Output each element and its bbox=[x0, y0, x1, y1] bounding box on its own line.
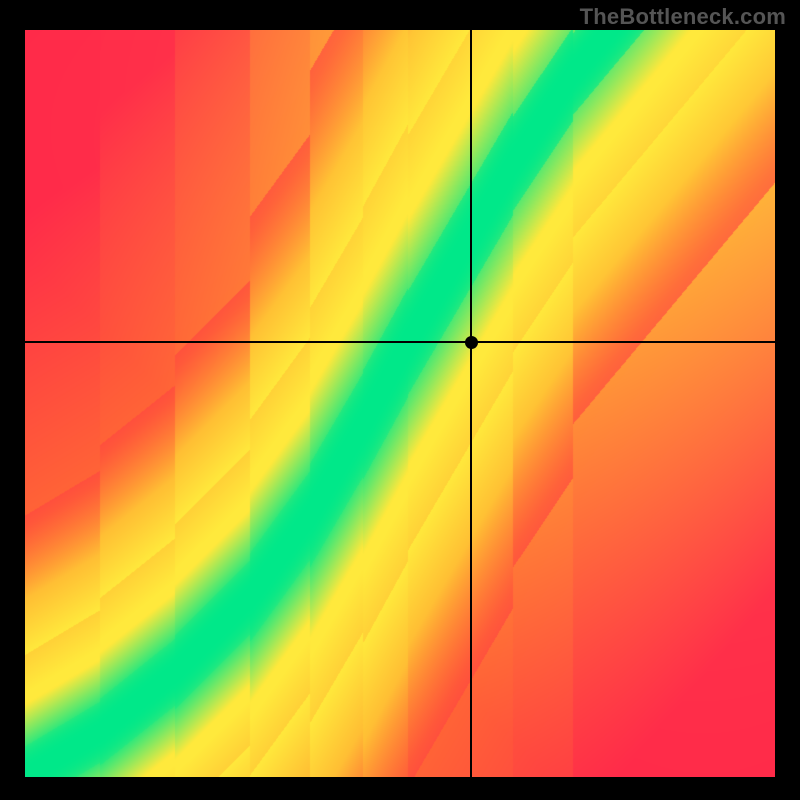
crosshair-vertical bbox=[470, 30, 472, 777]
heatmap-canvas bbox=[25, 30, 775, 777]
data-point-marker bbox=[465, 336, 478, 349]
crosshair-horizontal bbox=[25, 341, 775, 343]
chart-container: TheBottleneck.com bbox=[0, 0, 800, 800]
watermark-text: TheBottleneck.com bbox=[580, 4, 786, 30]
plot-area bbox=[25, 30, 775, 777]
